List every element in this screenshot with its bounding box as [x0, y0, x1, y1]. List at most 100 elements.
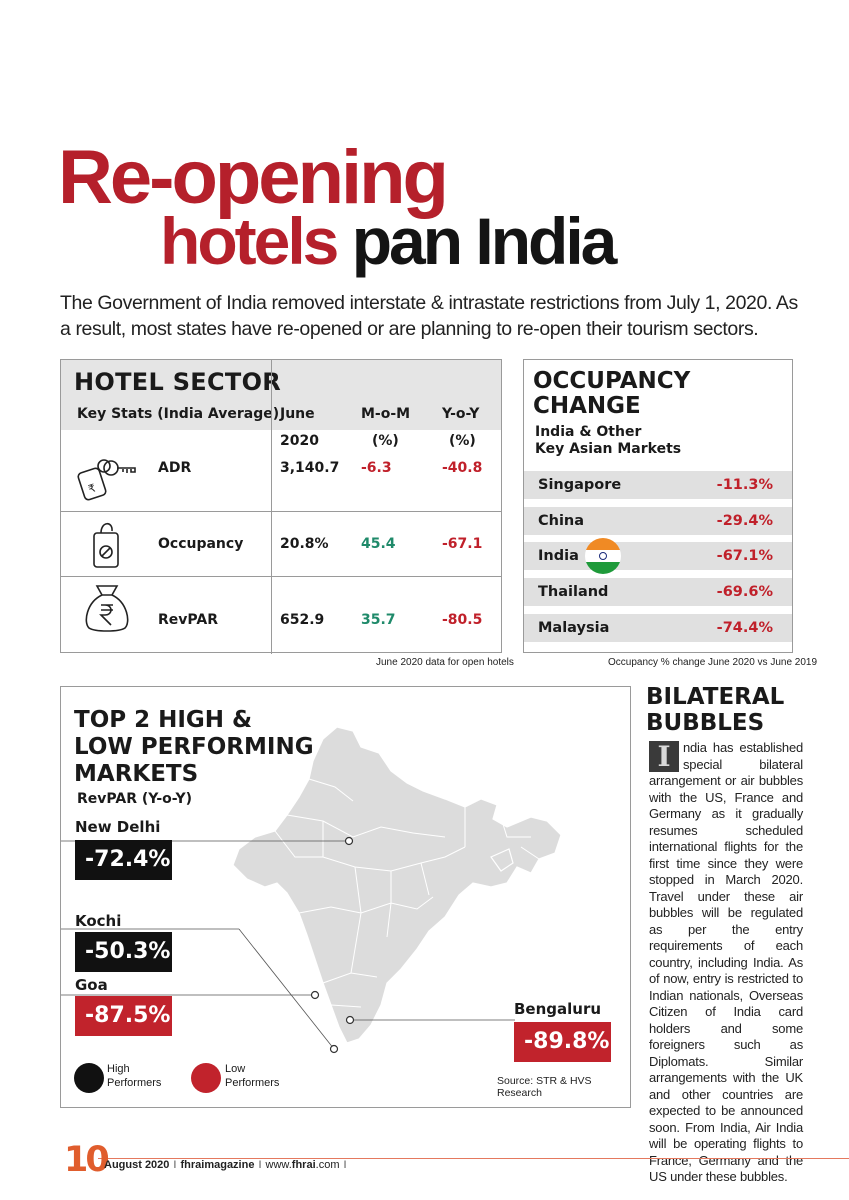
footer-separator: I: [343, 1159, 347, 1171]
country-name: Malaysia: [538, 620, 610, 636]
row-divider: [61, 576, 501, 577]
footer-separator: I: [258, 1159, 262, 1171]
bilateral-title-line-1: BILATERAL: [646, 684, 785, 710]
occupancy-subtitle-line-1: India & Other: [535, 424, 642, 440]
markets-title-line-2: LOW PERFORMING: [74, 734, 314, 760]
footer-date: August 2020: [104, 1159, 170, 1171]
occupancy-subtitle: India & Other Key Asian Markets: [535, 424, 681, 458]
india-map: [61, 726, 562, 1054]
country-value: -74.4%: [716, 620, 773, 636]
occupancy-yoy: -67.1: [442, 536, 483, 552]
web-bold: fhrai: [291, 1159, 316, 1171]
occupancy-row: Singapore -11.3%: [524, 471, 792, 499]
do-not-disturb-sign-icon: [91, 517, 121, 574]
occupancy-title-line-2: CHANGE: [533, 393, 641, 419]
country-name: Thailand: [538, 584, 609, 600]
headline-line-2: hotels pan India: [160, 208, 617, 274]
occupancy-change-title: OCCUPANCY CHANGE: [533, 369, 690, 419]
subheader-june: 2020: [280, 433, 319, 449]
headline-line-1: Re-opening: [58, 135, 449, 220]
col-header-june: June: [280, 406, 315, 422]
footer-rule: [98, 1158, 849, 1159]
page-number: 10: [64, 1140, 110, 1180]
occupancy-row: Thailand -69.6%: [524, 578, 792, 606]
markets-title-line-3: MARKETS: [74, 761, 199, 787]
adr-mom: -6.3: [361, 460, 392, 476]
legend-low-line-1: Low: [225, 1063, 246, 1075]
hotel-sector-panel: HOTEL SECTOR Key Stats (India Average) J…: [60, 359, 502, 654]
markets-source: Source: STR & HVS Research: [497, 1075, 592, 1099]
city-label-bengaluru: Bengaluru: [514, 1000, 602, 1018]
low-performers-label: Low Performers: [225, 1062, 279, 1090]
high-performers-swatch: [74, 1063, 104, 1093]
city-label-goa: Goa: [75, 976, 108, 994]
bilateral-title-line-2: BUBBLES: [646, 710, 765, 736]
country-name: India: [538, 548, 579, 564]
row-label-revpar: RevPAR: [158, 612, 218, 628]
legend-high-line-1: High: [107, 1063, 130, 1075]
occupancy-subtitle-line-2: Key Asian Markets: [535, 441, 682, 457]
column-divider: [271, 360, 272, 654]
row-label-occupancy: Occupancy: [158, 536, 244, 552]
occupancy-mom: 45.4: [361, 536, 396, 552]
country-name: Singapore: [538, 477, 622, 493]
subheader-yoy: (%): [449, 433, 476, 449]
kochi-marker: [329, 1044, 339, 1054]
occupancy-june: 20.8%: [280, 536, 329, 552]
col-header-key: Key Stats (India Average): [77, 406, 280, 422]
country-name: China: [538, 513, 585, 529]
markets-metric: RevPAR (Y-o-Y): [77, 791, 193, 807]
occupancy-title-line-1: OCCUPANCY: [533, 368, 691, 394]
country-value: -67.1%: [716, 548, 773, 564]
adr-yoy: -40.8: [442, 460, 483, 476]
markets-title: TOP 2 HIGH & LOW PERFORMING MARKETS: [74, 707, 314, 788]
occupancy-row: India -67.1%: [524, 538, 792, 574]
country-value: -29.4%: [716, 513, 773, 529]
city-value-goa: -87.5%: [75, 996, 172, 1036]
new-delhi-marker: [344, 836, 354, 846]
footer-website[interactable]: www.fhrai.com: [266, 1159, 340, 1171]
row-label-adr: ADR: [158, 460, 192, 476]
bengaluru-marker: [345, 1015, 355, 1025]
legend-low-line-2: Performers: [225, 1077, 280, 1089]
revpar-yoy: -80.5: [442, 612, 483, 628]
svg-text:₹: ₹: [87, 481, 98, 496]
row-divider: [61, 511, 501, 512]
high-performers-label: High Performers: [107, 1062, 161, 1090]
goa-marker: [310, 990, 320, 1000]
footer-separator: I: [173, 1159, 177, 1171]
city-value-new-delhi: -72.4%: [75, 840, 172, 880]
web-prefix: www.: [265, 1159, 292, 1171]
revpar-june: 652.9: [280, 612, 325, 628]
money-bag-icon: [81, 582, 133, 637]
hotel-sector-header: [61, 360, 501, 430]
low-performers-swatch: [191, 1063, 221, 1093]
revpar-mom: 35.7: [361, 612, 396, 628]
bilateral-body-text: ndia has established special bilateral a…: [649, 740, 803, 1184]
country-value: -69.6%: [716, 584, 773, 600]
col-header-yoy: Y-o-Y: [442, 406, 480, 422]
occupancy-row: China -29.4%: [524, 507, 792, 535]
intro-paragraph: The Government of India removed intersta…: [60, 292, 798, 340]
city-label-new-delhi: New Delhi: [75, 818, 161, 836]
headline-red-word: hotels: [160, 204, 339, 278]
drop-cap: I: [649, 741, 679, 772]
adr-june: 3,140.7: [280, 460, 340, 476]
headline-black-words: pan India: [351, 204, 618, 278]
hotel-sector-note: June 2020 data for open hotels: [376, 657, 514, 668]
legend-high-line-2: Performers: [107, 1077, 162, 1089]
subheader-mom: (%): [372, 433, 399, 449]
country-value: -11.3%: [716, 477, 773, 493]
city-value-kochi: -50.3%: [75, 932, 172, 972]
markets-panel: TOP 2 HIGH & LOW PERFORMING MARKETS RevP…: [60, 686, 631, 1108]
key-icon: ₹: [75, 456, 145, 509]
india-flag-icon: [584, 537, 622, 580]
web-suffix: .com: [315, 1159, 340, 1171]
bilateral-bubbles-title: BILATERAL BUBBLES: [646, 684, 784, 736]
city-value-bengaluru: -89.8%: [514, 1022, 611, 1062]
markets-title-line-1: TOP 2 HIGH &: [74, 707, 253, 733]
hotel-sector-title: HOTEL SECTOR: [74, 368, 282, 396]
col-header-mom: M-o-M: [361, 406, 411, 422]
occupancy-change-panel: OCCUPANCY CHANGE India & Other Key Asian…: [523, 359, 793, 653]
